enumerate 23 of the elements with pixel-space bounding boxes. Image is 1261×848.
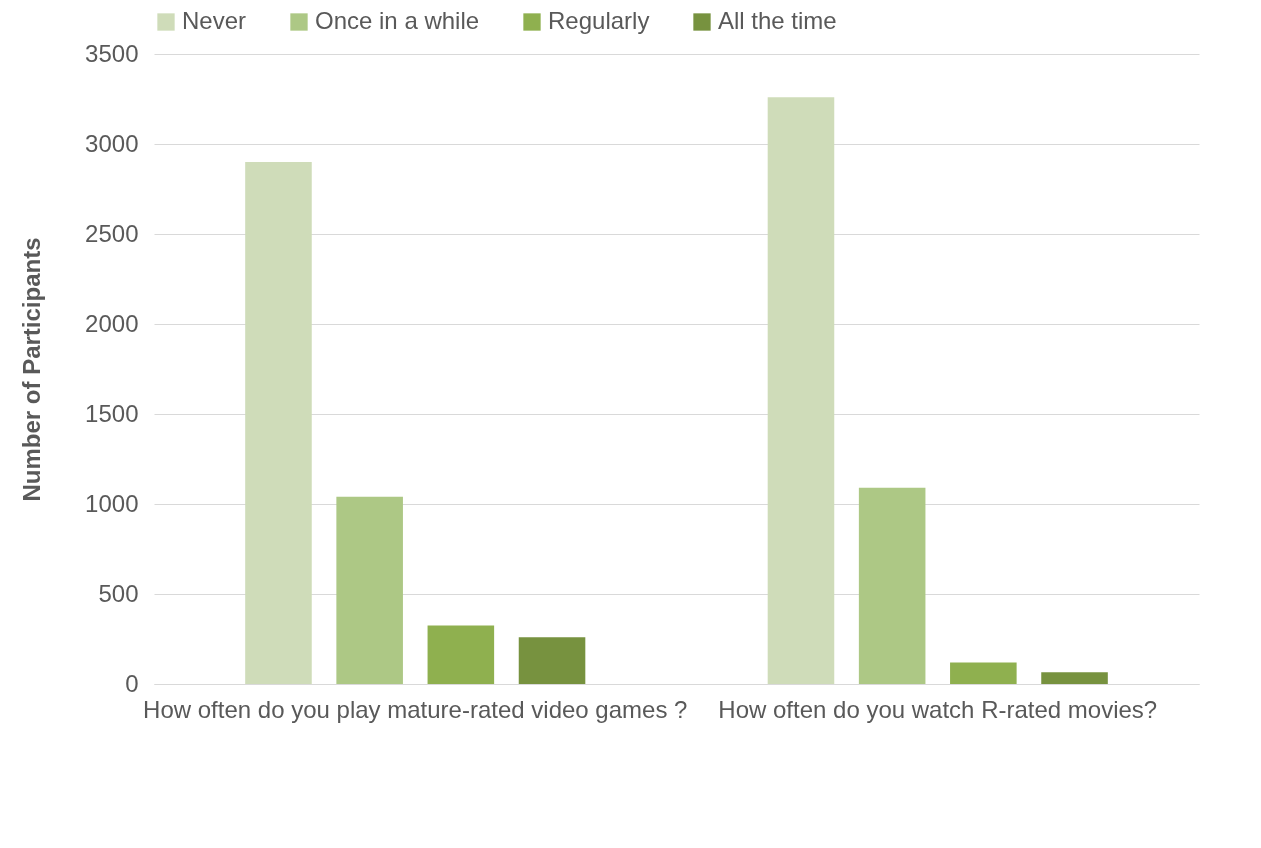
- y-tick-label: 0: [125, 669, 139, 697]
- legend-label: Never: [182, 7, 247, 34]
- bar: [427, 625, 495, 684]
- bar: [245, 162, 312, 684]
- bar: [950, 662, 1017, 684]
- legend-label: Once in a while: [315, 7, 480, 34]
- bar: [858, 487, 926, 684]
- legend-label: All the time: [718, 7, 837, 34]
- y-tick-label: 2500: [85, 219, 139, 247]
- y-tick-label: 2000: [85, 309, 139, 337]
- legend-label: Regularly: [548, 7, 650, 34]
- y-tick-label: 3000: [85, 129, 139, 157]
- y-tick-label: 3500: [85, 39, 139, 67]
- bar: [767, 97, 835, 684]
- bar: [518, 637, 586, 684]
- y-tick-label: 1500: [85, 399, 139, 427]
- x-tick-label: How often do you play mature-rated video games ?: [143, 695, 688, 723]
- bar: [336, 496, 403, 684]
- y-axis-title: Number of Participants: [18, 237, 46, 502]
- y-tick-label: 1000: [85, 489, 139, 517]
- y-tick-label: 500: [98, 579, 139, 607]
- x-tick-label: How often do you watch R-rated movies?: [718, 695, 1158, 723]
- bar: [1041, 672, 1108, 684]
